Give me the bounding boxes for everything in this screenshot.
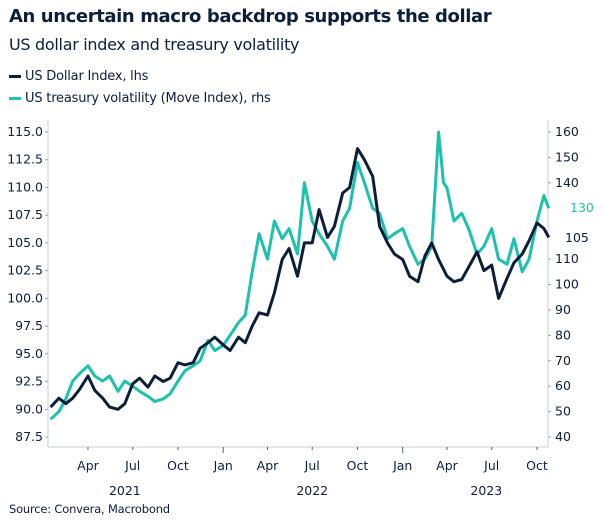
series-line-move: [49, 130, 551, 421]
chart-title: An uncertain macro backdrop supports the…: [9, 6, 492, 27]
x-tick-label: Apr: [436, 458, 458, 473]
right-tick-label: 40: [555, 429, 571, 444]
legend-label-dxy: US Dollar Index, lhs: [25, 69, 149, 84]
right-tick-label: 140: [555, 175, 579, 190]
legend-item-dxy: US Dollar Index, lhs: [9, 69, 148, 84]
left-tick-label: 102.5: [7, 263, 43, 278]
right-tick-label: 50: [555, 404, 571, 419]
left-tick-label: 95.0: [15, 346, 43, 361]
x-tick-label: Jul: [304, 458, 320, 473]
source-note: Source: Convera, Macrobond: [9, 502, 170, 516]
legend-swatch-move: [9, 97, 21, 100]
left-tick-label: 115.0: [7, 124, 43, 139]
x-tick-label: Oct: [167, 458, 189, 473]
x-tick-label: Jul: [483, 458, 499, 473]
left-tick-label: 92.5: [15, 374, 43, 389]
right-tick-label: 60: [555, 378, 571, 393]
chart-subtitle: US dollar index and treasury volatility: [9, 35, 300, 54]
x-tick-label: Jan: [392, 458, 412, 473]
left-tick-label: 87.5: [15, 429, 43, 444]
x-tick-label: Apr: [257, 458, 279, 473]
right-tick-label: 160: [555, 124, 579, 139]
x-year-label: 2023: [470, 483, 502, 498]
left-tick-label: 97.5: [15, 318, 43, 333]
x-tick-label: Apr: [77, 458, 99, 473]
left-tick-label: 100.0: [7, 290, 43, 305]
legend-swatch-dxy: [9, 75, 21, 78]
x-tick-label: Oct: [347, 458, 369, 473]
right-tick-label: 150: [555, 149, 579, 164]
left-tick-label: 112.5: [7, 152, 43, 167]
x-year-label: 2021: [109, 483, 141, 498]
right-tick-label: 80: [555, 327, 571, 342]
series-line-dxy: [49, 147, 551, 411]
legend-label-move: US treasury volatility (Move Index), rhs: [25, 91, 271, 106]
left-tick-label: 110.0: [7, 179, 43, 194]
right-tick-label: 100: [555, 277, 579, 292]
left-tick-label: 107.5: [7, 207, 43, 222]
right-tick-label: 90: [555, 302, 571, 317]
left-tick-label: 90.0: [15, 401, 43, 416]
legend-item-move: US treasury volatility (Move Index), rhs: [9, 91, 271, 106]
left-tick-label: 105.0: [7, 235, 43, 250]
end-label-dxy: 105: [565, 230, 589, 245]
x-tick-label: Oct: [526, 458, 548, 473]
right-tick-label: 110: [555, 251, 579, 266]
x-tick-label: Jul: [124, 458, 140, 473]
right-tick-label: 70: [555, 353, 571, 368]
x-year-label: 2022: [296, 483, 328, 498]
x-tick-label: Jan: [213, 458, 233, 473]
end-label-move: 130: [570, 200, 594, 215]
